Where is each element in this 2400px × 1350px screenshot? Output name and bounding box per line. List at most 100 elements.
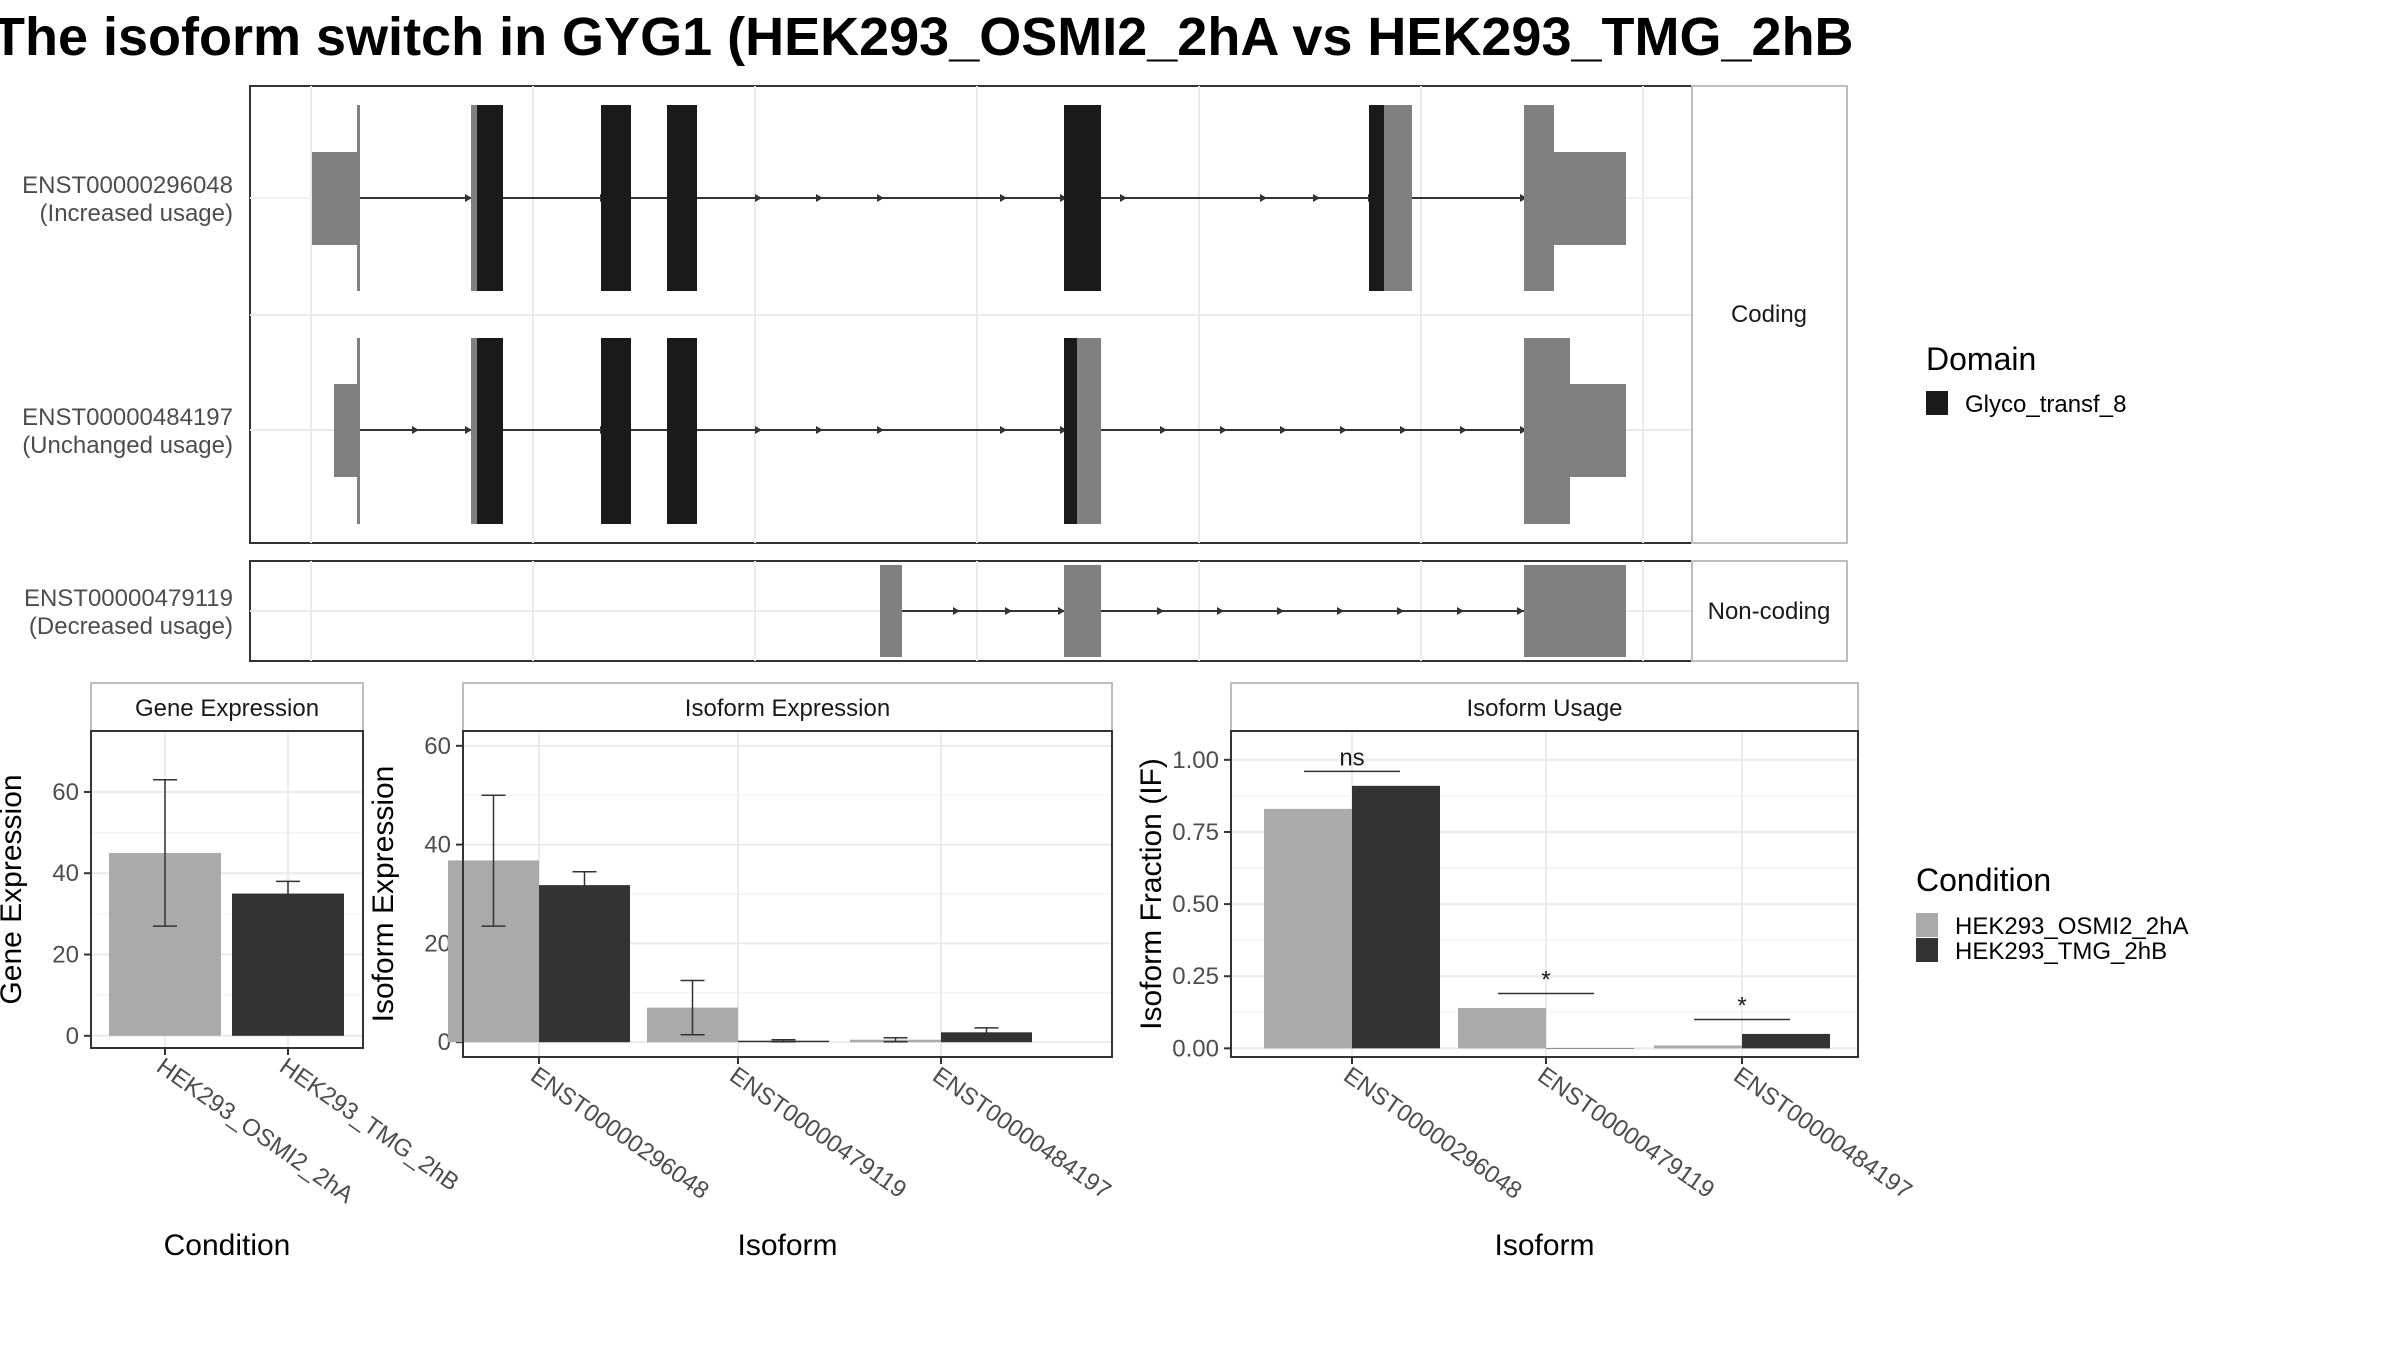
significance-label: * <box>1737 992 1746 1019</box>
bar <box>539 885 630 1043</box>
domain-legend-label: Glyco_transf_8 <box>1965 391 2126 418</box>
y-tick-label: 40 <box>424 832 451 859</box>
domain-legend-title: Domain <box>1926 341 2036 377</box>
transcript-label-usage: (Increased usage) <box>40 200 233 227</box>
panel-strip <box>90 682 364 732</box>
bar <box>1458 1007 1546 1049</box>
cds-exon <box>1384 105 1412 291</box>
transcript-row-enst00000484197 <box>334 338 1626 524</box>
utr-exon <box>334 384 358 477</box>
transcript-label-id: ENST00000296048 <box>22 172 233 199</box>
x-tick-label: ENST00000484197 <box>1729 1062 1917 1205</box>
y-tick-label: 20 <box>424 930 451 957</box>
bar <box>1546 1048 1634 1049</box>
condition-legend-key <box>1916 938 1938 962</box>
x-tick-label: ENST00000479119 <box>1533 1062 1720 1204</box>
panel-border <box>1230 730 1859 1058</box>
domain-exon <box>1064 105 1101 291</box>
panel-title: Isoform Usage <box>1466 695 1622 722</box>
intron-arrows <box>412 426 1527 434</box>
significance-label: ns <box>1339 744 1364 771</box>
y-axis-title: Gene Expression <box>0 774 28 1004</box>
noncoding-exon <box>1064 565 1101 657</box>
utr-exon <box>1554 152 1626 245</box>
condition-legend-label: HEK293_OSMI2_2hA <box>1955 913 2188 940</box>
domain-legend: Domain Glyco_transf_8 <box>1926 341 2126 418</box>
y-tick-label: 0.25 <box>1172 963 1219 990</box>
x-axis-title: Condition <box>164 1229 291 1262</box>
transcript-row-enst00000479119 <box>880 565 1626 657</box>
cds-exon <box>1524 105 1554 291</box>
domain-exon <box>667 338 697 524</box>
domain-exon <box>667 105 697 291</box>
domain-exon <box>601 105 631 291</box>
bar <box>1654 1045 1742 1049</box>
y-axis-title: Isoform Expression <box>367 766 400 1023</box>
x-tick-label: ENST00000296048 <box>1339 1062 1527 1205</box>
panel-title: Isoform Expression <box>685 695 890 722</box>
noncoding-exon <box>1524 565 1626 657</box>
domain-legend-key <box>1926 391 1948 415</box>
isoform-expression-chart: Isoform Expression 0 20 40 60 ENST00000296048… <box>367 682 1116 1262</box>
x-tick-label: ENST00000296048 <box>526 1062 714 1205</box>
y-tick-label: 0 <box>438 1029 451 1056</box>
transcript-label-id: ENST00000484197 <box>22 404 233 431</box>
cds-exon <box>471 338 477 524</box>
coding-strip-label: Coding <box>1731 301 1807 328</box>
x-tick-label: ENST00000479119 <box>725 1062 912 1204</box>
bar <box>1742 1033 1830 1049</box>
y-tick-label: 60 <box>52 779 79 806</box>
figure-title: The isoform switch in GYG1 (HEK293_OSMI2… <box>0 7 1854 67</box>
panel-border <box>462 730 1113 1058</box>
condition-legend-label: HEK293_TMG_2hB <box>1955 938 2167 965</box>
bar <box>1352 785 1440 1049</box>
panel-strip <box>462 682 1113 732</box>
panel-border <box>90 730 364 1049</box>
cds-exon <box>1524 338 1570 524</box>
y-tick-label: 40 <box>52 860 79 887</box>
y-tick-label: 20 <box>52 942 79 969</box>
y-tick-label: 0.00 <box>1172 1035 1219 1062</box>
transcript-label-usage: (Decreased usage) <box>29 613 233 640</box>
intron-arrows <box>953 607 1524 615</box>
cds-exon <box>1077 338 1101 524</box>
significance-label: * <box>1541 967 1550 994</box>
x-axis-title: Isoform <box>737 1229 837 1262</box>
utr-exon <box>357 105 360 291</box>
bar <box>1264 808 1352 1049</box>
y-tick-label: 1.00 <box>1172 747 1219 774</box>
y-tick-label: 60 <box>424 733 451 760</box>
utr-exon <box>1570 384 1626 477</box>
domain-exon <box>601 338 631 524</box>
y-tick-label: 0 <box>66 1023 79 1050</box>
domain-exon <box>1064 338 1077 524</box>
domain-exon <box>1369 105 1384 291</box>
transcript-row-enst00000296048 <box>312 105 1626 291</box>
y-tick-label: 0.75 <box>1172 819 1219 846</box>
utr-exon <box>357 338 360 524</box>
noncoding-strip-label: Non-coding <box>1708 598 1831 625</box>
panel-title: Gene Expression <box>135 695 319 722</box>
y-axis-title: Isoform Fraction (IF) <box>1135 758 1168 1030</box>
domain-exon <box>477 105 503 291</box>
noncoding-strip <box>1691 560 1848 662</box>
condition-legend: Condition HEK293_OSMI2_2hA HEK293_TMG_2h… <box>1916 862 2188 965</box>
x-axis-title: Isoform <box>1494 1229 1594 1262</box>
bar <box>941 1032 1032 1043</box>
coding-strip <box>1691 85 1848 544</box>
domain-exon <box>477 338 503 524</box>
bar <box>232 893 344 1036</box>
y-tick-label: 0.50 <box>1172 891 1219 918</box>
transcript-panel: Coding ENST00000296048 (Increased usage)… <box>22 85 1848 662</box>
cds-exon <box>471 105 477 291</box>
x-tick-label: ENST00000484197 <box>928 1062 1116 1205</box>
noncoding-exon <box>880 565 902 657</box>
utr-exon <box>312 152 359 245</box>
condition-legend-title: Condition <box>1916 862 2051 898</box>
x-tick-label: HEK293_OSMI2_2hA <box>152 1053 359 1209</box>
transcript-label-id: ENST00000479119 <box>24 585 233 612</box>
isoform-usage-chart: Isoform Usage 0.00 0.25 0.50 0.75 1.00 ENST000… <box>1135 682 1917 1262</box>
condition-legend-key <box>1916 913 1938 937</box>
transcript-label-usage: (Unchanged usage) <box>22 432 233 459</box>
